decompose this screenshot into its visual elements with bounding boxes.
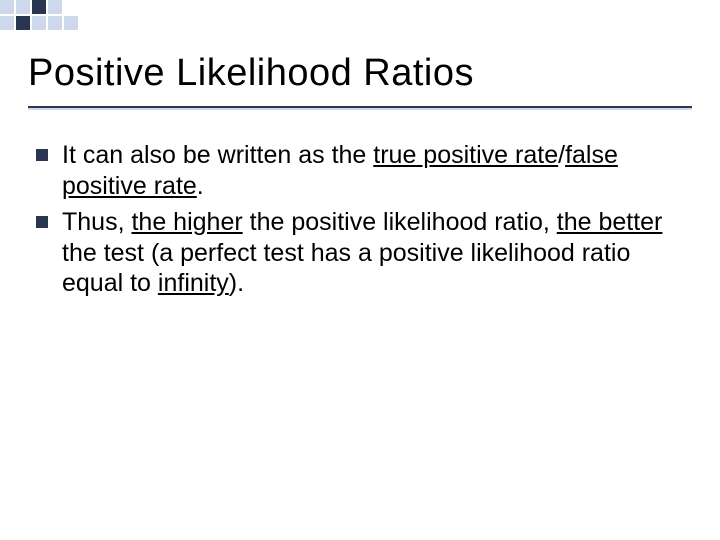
slide-title: Positive Likelihood Ratios bbox=[28, 52, 474, 95]
title-rule bbox=[28, 106, 692, 108]
text-run: Thus, bbox=[62, 208, 131, 236]
deco-square bbox=[32, 16, 46, 30]
deco-square bbox=[16, 0, 30, 14]
text-run: It can also be written as the bbox=[62, 141, 373, 169]
text-run: . bbox=[197, 172, 204, 200]
text-run: the test (a perfect test has a positive … bbox=[62, 239, 630, 298]
list-item: It can also be written as the true posit… bbox=[34, 140, 674, 201]
corner-decoration bbox=[0, 0, 160, 32]
underlined-text: true positive rate bbox=[373, 141, 558, 169]
text-run: the positive likelihood ratio, bbox=[243, 208, 557, 236]
deco-square bbox=[48, 16, 62, 30]
underlined-text: the higher bbox=[131, 208, 242, 236]
deco-square bbox=[0, 0, 14, 14]
list-item: Thus, the higher the positive likelihood… bbox=[34, 207, 674, 299]
slide: Positive Likelihood Ratios It can also b… bbox=[0, 0, 720, 540]
bullet-list: It can also be written as the true posit… bbox=[34, 140, 674, 299]
bullet-icon bbox=[36, 149, 48, 161]
bullet-icon bbox=[36, 216, 48, 228]
underlined-text: the better bbox=[557, 208, 663, 236]
deco-square bbox=[0, 16, 14, 30]
deco-square bbox=[64, 16, 78, 30]
underlined-text: infinity bbox=[158, 269, 229, 297]
deco-square bbox=[32, 0, 46, 14]
deco-square bbox=[48, 0, 62, 14]
deco-square bbox=[16, 16, 30, 30]
slide-body: It can also be written as the true posit… bbox=[34, 140, 674, 305]
text-run: ). bbox=[229, 269, 244, 297]
